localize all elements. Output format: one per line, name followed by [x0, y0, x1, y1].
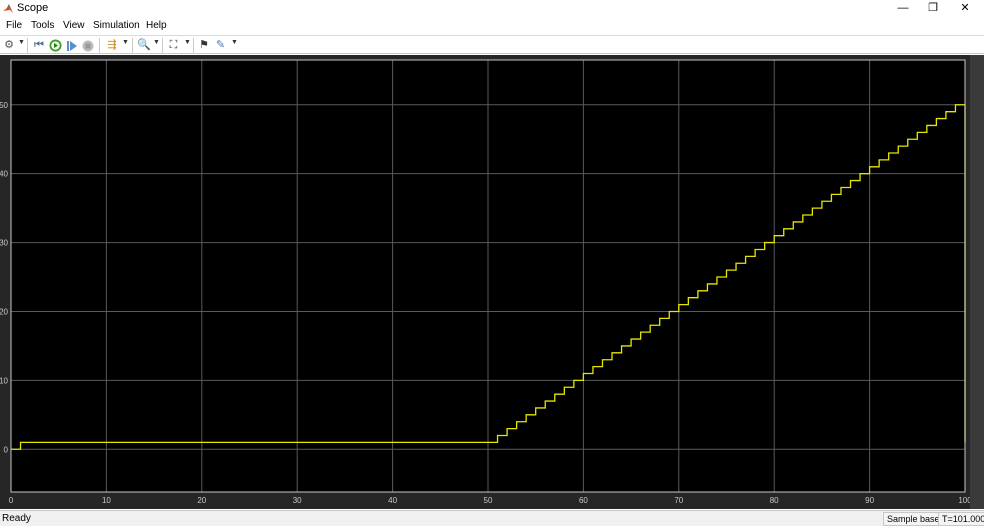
toolbar: ⚙ ▼ ⏮ ⇶ ▼ 🔍 ▼ ⛶ ▼ ⚑ ✎ ▼ — [0, 35, 984, 54]
y-tick-label: 50 — [0, 101, 9, 110]
simulation-time: T=101.000 — [938, 512, 984, 526]
step-back-icon[interactable]: ⏮ — [34, 39, 44, 51]
y-tick-label: 30 — [0, 239, 9, 248]
menu-bar: File Tools View Simulation Help ↘ — [0, 18, 984, 48]
menu-view[interactable]: View — [63, 20, 85, 31]
toolbar-separator — [132, 38, 133, 53]
y-tick-label: 20 — [0, 307, 9, 316]
chevron-down-icon[interactable]: ▼ — [18, 39, 25, 46]
menu-tools[interactable]: Tools — [31, 20, 55, 31]
title-bar: Scope — ❐ ✕ — [0, 0, 984, 17]
zoom-in-icon[interactable]: 🔍 — [137, 39, 151, 51]
status-bar: Ready Sample based T=101.000 — [0, 510, 984, 526]
x-tick-label: 70 — [674, 496, 683, 505]
signal-selector-icon[interactable]: ⇶ — [107, 39, 117, 51]
x-tick-label: 20 — [197, 496, 206, 505]
x-tick-label: 30 — [293, 496, 302, 505]
triggers-icon[interactable]: ⚑ — [199, 39, 209, 51]
fit-to-view-icon[interactable]: ⛶ — [169, 39, 178, 51]
x-tick-label: 60 — [579, 496, 588, 505]
chevron-down-icon[interactable]: ▼ — [122, 39, 129, 46]
x-tick-label: 40 — [388, 496, 397, 505]
right-panel-strip — [970, 55, 984, 509]
menu-help[interactable]: Help — [146, 20, 167, 31]
style-icon[interactable]: ✎ — [215, 39, 226, 51]
x-tick-label: 80 — [770, 496, 779, 505]
matlab-logo-icon — [3, 4, 13, 13]
menu-file[interactable]: File — [6, 20, 23, 31]
x-tick-label: 90 — [865, 496, 874, 505]
toolbar-separator — [162, 38, 163, 53]
restore-button[interactable]: ❐ — [928, 2, 938, 14]
chevron-down-icon[interactable]: ▼ — [184, 39, 191, 46]
chevron-down-icon[interactable]: ▼ — [153, 39, 160, 46]
toolbar-separator — [193, 38, 194, 53]
step-forward-icon[interactable] — [66, 40, 78, 52]
x-tick-label: 50 — [484, 496, 493, 505]
y-tick-label: 0 — [4, 445, 9, 454]
axes-frame — [10, 59, 966, 493]
stop-icon[interactable] — [82, 40, 94, 52]
close-button[interactable]: ✕ — [960, 2, 970, 14]
chevron-down-icon[interactable]: ▼ — [231, 39, 238, 46]
minimize-button[interactable]: — — [897, 2, 909, 14]
signal-line — [11, 104, 966, 450]
x-tick-label: 10 — [102, 496, 111, 505]
y-tick-label: 40 — [0, 170, 9, 179]
toolbar-separator — [27, 38, 28, 53]
scope-plot[interactable]: 0 10 20 30 40 50 60 70 80 90 100 0 10 20 30 40 50 — [0, 55, 970, 509]
toolbar-separator — [99, 38, 100, 53]
run-icon[interactable] — [49, 39, 62, 52]
window-title: Scope — [17, 2, 49, 14]
y-tick-label: 10 — [0, 376, 9, 385]
menu-simulation[interactable]: Simulation — [93, 20, 140, 31]
gear-icon[interactable]: ⚙ — [4, 39, 14, 51]
x-tick-label: 0 — [9, 496, 14, 505]
x-tick-label: 100 — [958, 496, 970, 505]
status-text: Ready — [2, 513, 31, 524]
